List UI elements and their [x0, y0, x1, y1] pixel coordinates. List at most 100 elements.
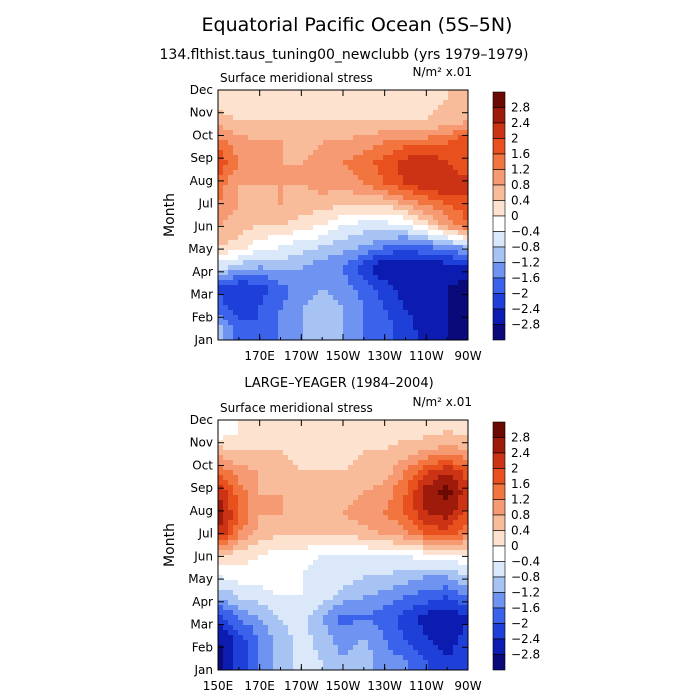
- heatmap-cell: [328, 455, 334, 461]
- heatmap-cell: [318, 475, 324, 481]
- heatmap-cell: [428, 650, 434, 656]
- heatmap-cell: [263, 610, 269, 616]
- heatmap-cell: [423, 100, 429, 106]
- heatmap-cell: [403, 270, 409, 276]
- heatmap-cell: [258, 540, 264, 546]
- heatmap-cell: [248, 435, 254, 441]
- heatmap-cell: [248, 480, 254, 486]
- heatmap-cell: [418, 295, 424, 301]
- heatmap-cell: [343, 570, 349, 576]
- heatmap-cell: [268, 295, 274, 301]
- heatmap-cell: [258, 480, 264, 486]
- heatmap-cell: [288, 495, 294, 501]
- heatmap-cell: [238, 425, 244, 431]
- heatmap-cell: [458, 315, 464, 321]
- heatmap-cell: [303, 495, 309, 501]
- heatmap-cell: [238, 595, 244, 601]
- heatmap-cell: [303, 115, 309, 121]
- heatmap-cell: [453, 115, 459, 121]
- heatmap-cell: [283, 595, 289, 601]
- heatmap-cell: [383, 180, 389, 186]
- heatmap-cell: [303, 205, 309, 211]
- heatmap-cell: [423, 490, 429, 496]
- heatmap-cell: [273, 285, 279, 291]
- heatmap-cell: [398, 280, 404, 286]
- heatmap-cell: [428, 120, 434, 126]
- heatmap-cell: [443, 490, 449, 496]
- heatmap-cell: [358, 650, 364, 656]
- heatmap-cell: [293, 420, 299, 426]
- heatmap-cell: [443, 130, 449, 136]
- heatmap-cell: [323, 135, 329, 141]
- heatmap-cell: [443, 250, 449, 256]
- heatmap-cell: [448, 430, 454, 436]
- heatmap-cell: [273, 305, 279, 311]
- heatmap-cell: [463, 595, 469, 601]
- heatmap-cell: [293, 580, 299, 586]
- heatmap-cell: [238, 145, 244, 151]
- heatmap-cell: [453, 100, 459, 106]
- heatmap-cell: [293, 610, 299, 616]
- heatmap-cell: [378, 430, 384, 436]
- heatmap-cell: [248, 540, 254, 546]
- heatmap-cell: [323, 495, 329, 501]
- heatmap-cell: [278, 180, 284, 186]
- heatmap-cell: [308, 530, 314, 536]
- heatmap-cell: [283, 175, 289, 181]
- heatmap-cell: [223, 545, 229, 551]
- heatmap-cell: [368, 100, 374, 106]
- heatmap-cell: [388, 260, 394, 266]
- heatmap-cell: [438, 190, 444, 196]
- heatmap-cell: [408, 225, 414, 231]
- heatmap-cell: [328, 550, 334, 556]
- heatmap-cell: [318, 240, 324, 246]
- heatmap-cell: [458, 190, 464, 196]
- heatmap-cell: [363, 575, 369, 581]
- heatmap-cell: [303, 530, 309, 536]
- heatmap-cell: [293, 605, 299, 611]
- heatmap-cell: [413, 435, 419, 441]
- heatmap-cell: [408, 650, 414, 656]
- heatmap-cell: [333, 105, 339, 111]
- heatmap-cell: [453, 540, 459, 546]
- heatmap-cell: [413, 535, 419, 541]
- heatmap-cell: [293, 310, 299, 316]
- heatmap-cell: [298, 100, 304, 106]
- heatmap-cell: [393, 615, 399, 621]
- heatmap-cell: [408, 460, 414, 466]
- heatmap-cell: [428, 195, 434, 201]
- heatmap-cell: [308, 585, 314, 591]
- heatmap-cell: [343, 165, 349, 171]
- heatmap-cell: [448, 120, 454, 126]
- heatmap-cell: [288, 620, 294, 626]
- heatmap-cell: [428, 210, 434, 216]
- heatmap-cell: [353, 655, 359, 661]
- heatmap-cell: [358, 595, 364, 601]
- heatmap-cell: [248, 590, 254, 596]
- heatmap-cell: [408, 540, 414, 546]
- heatmap-cell: [313, 290, 319, 296]
- heatmap-cell: [363, 625, 369, 631]
- heatmap-cell: [343, 525, 349, 531]
- heatmap-cell: [443, 640, 449, 646]
- heatmap-cell: [368, 250, 374, 256]
- heatmap-cell: [453, 265, 459, 271]
- heatmap-cell: [408, 280, 414, 286]
- heatmap-cell: [428, 280, 434, 286]
- heatmap-cell: [433, 230, 439, 236]
- heatmap-cell: [378, 455, 384, 461]
- heatmap-cell: [233, 445, 239, 451]
- heatmap-cell: [338, 310, 344, 316]
- heatmap-cell: [393, 465, 399, 471]
- heatmap-cell: [383, 105, 389, 111]
- heatmap-cell: [323, 95, 329, 101]
- heatmap-cell: [323, 140, 329, 146]
- heatmap-cell: [368, 560, 374, 566]
- heatmap-cell: [418, 435, 424, 441]
- heatmap-cell: [308, 145, 314, 151]
- heatmap-cell: [408, 605, 414, 611]
- heatmap-cell: [308, 110, 314, 116]
- heatmap-cell: [298, 510, 304, 516]
- heatmap-cell: [313, 610, 319, 616]
- heatmap-cell: [288, 125, 294, 131]
